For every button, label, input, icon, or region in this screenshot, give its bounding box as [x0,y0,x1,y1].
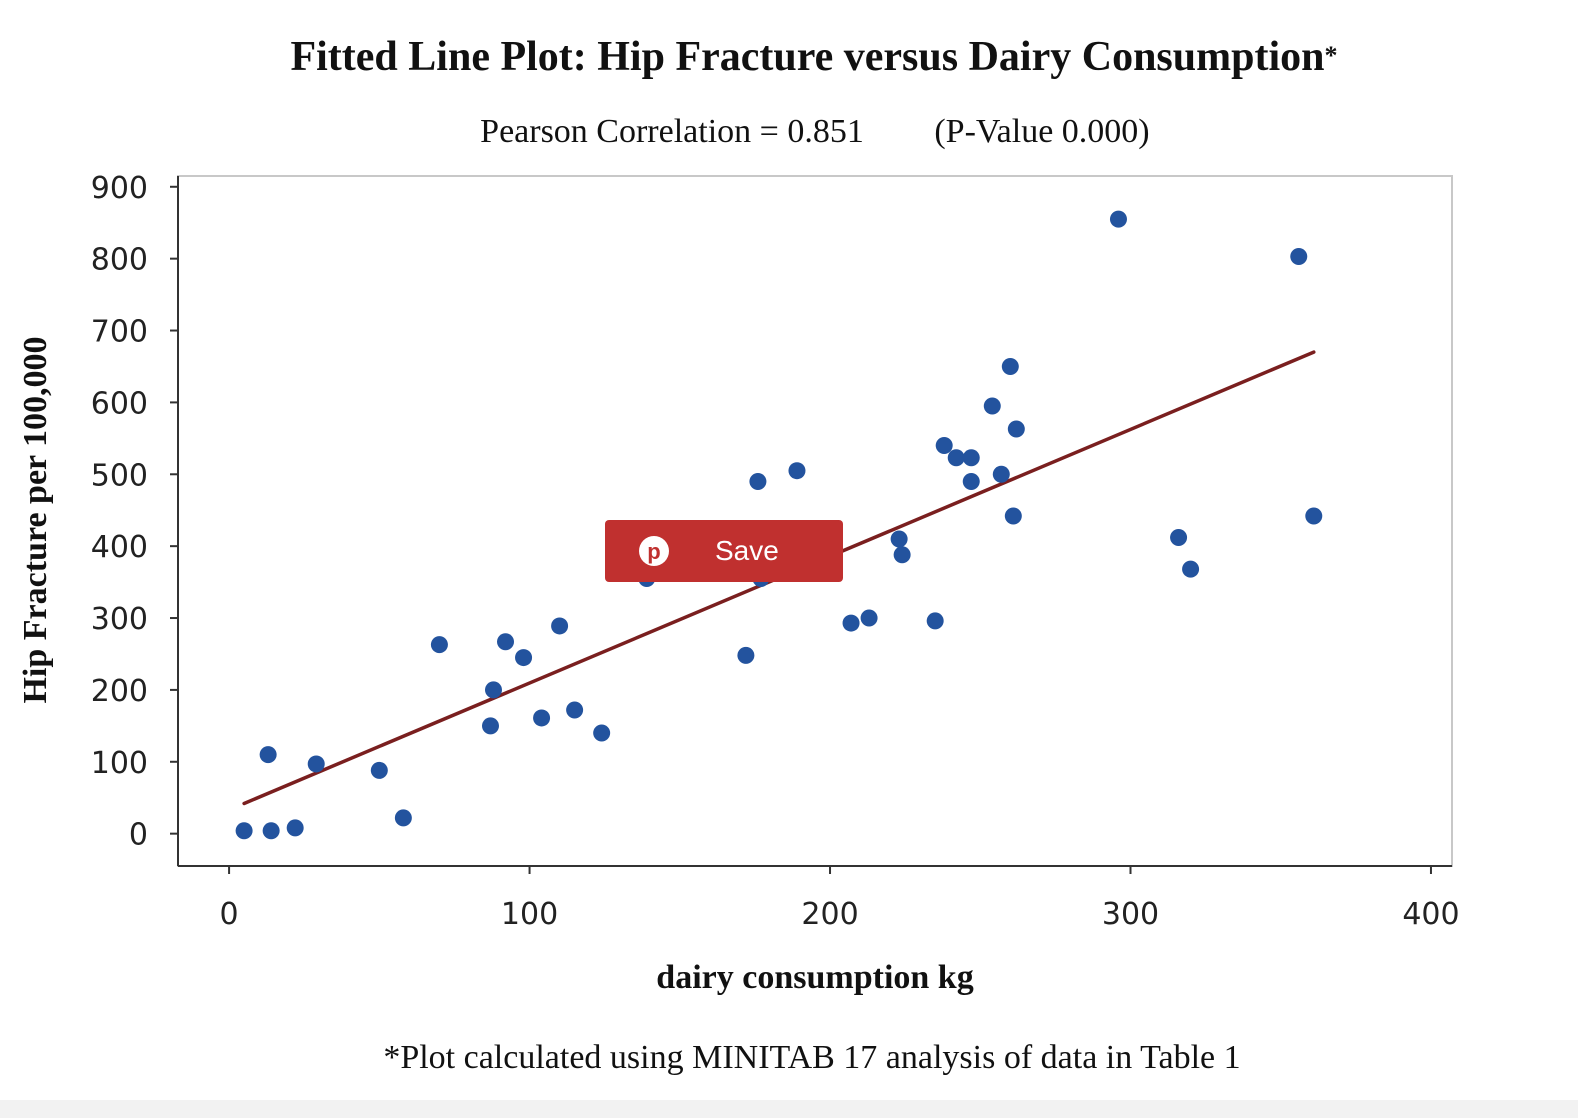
data-point [893,546,911,564]
data-point [533,709,551,727]
ticks-layer: 0 100 200 300 400 500 600 700 800 900 0 100 200 300 40… [91,171,1460,932]
y-tick-label: 0 [129,818,148,853]
data-point [1001,357,1019,375]
data-point [926,612,944,630]
x-axis-label: dairy consumption kg [656,959,973,996]
data-point [983,397,1001,415]
footnote: *Plot calculated using MINITAB 17 analys… [383,1039,1240,1076]
data-point [1182,560,1200,578]
chart-subtitle-pvalue: (P-Value 0.000) [934,113,1149,150]
save-button[interactable]: p Save [605,520,843,582]
data-point [394,809,412,827]
data-point [992,465,1010,483]
data-point [286,819,304,837]
data-point [235,822,253,840]
data-point [935,437,953,455]
y-tick-label: 500 [91,458,148,493]
chart-subtitle: Pearson Correlation = 0.851 [480,113,864,150]
data-point [1290,248,1308,265]
data-point [860,609,878,627]
data-point [370,761,388,779]
x-tick-label: 100 [501,897,558,932]
data-point [1305,507,1323,525]
chart-title: Fitted Line Plot: Hip Fracture versus Da… [290,34,1337,80]
data-point [947,449,965,467]
data-point [890,530,908,548]
data-point [1004,507,1022,525]
x-tick-label: 300 [1102,897,1159,932]
y-axis-label: Hip Fracture per 100,000 [17,336,54,703]
data-point [497,633,515,651]
y-tick-label: 700 [91,315,148,350]
chart-title-mark: * [1325,41,1338,70]
y-tick-label: 900 [91,171,148,206]
data-point [1007,420,1025,438]
data-point [481,717,499,735]
data-point [262,822,280,840]
data-point [566,701,584,719]
data-point [484,681,502,699]
y-tick-label: 600 [91,386,148,421]
data-point [307,755,325,773]
y-tick-label: 100 [91,746,148,781]
bottom-strip [0,1100,1578,1118]
y-tick-label: 300 [91,602,148,637]
save-button-label: Save [715,535,779,566]
data-point [788,462,806,480]
x-tick-label: 400 [1402,897,1459,932]
x-tick-label: 200 [801,897,858,932]
x-tick-label: 0 [220,897,239,932]
data-point [593,724,611,742]
data-point [962,472,980,490]
chart-title-text: Fitted Line Plot: Hip Fracture versus Da… [290,34,1324,80]
data-point [962,449,980,467]
y-tick-label: 200 [91,674,148,709]
data-point [259,746,277,764]
data-point [551,617,569,635]
data-point [1109,210,1127,228]
data-point [430,636,448,654]
data-point [1170,529,1188,547]
data-point [737,646,755,664]
y-tick-label: 800 [91,243,148,278]
y-tick-label: 400 [91,530,148,565]
data-point [515,649,533,667]
points-layer [235,210,1323,840]
pinterest-icon: p [639,536,669,566]
data-point [842,614,860,632]
pinterest-icon-glyph: p [647,539,661,564]
data-point [749,472,767,490]
